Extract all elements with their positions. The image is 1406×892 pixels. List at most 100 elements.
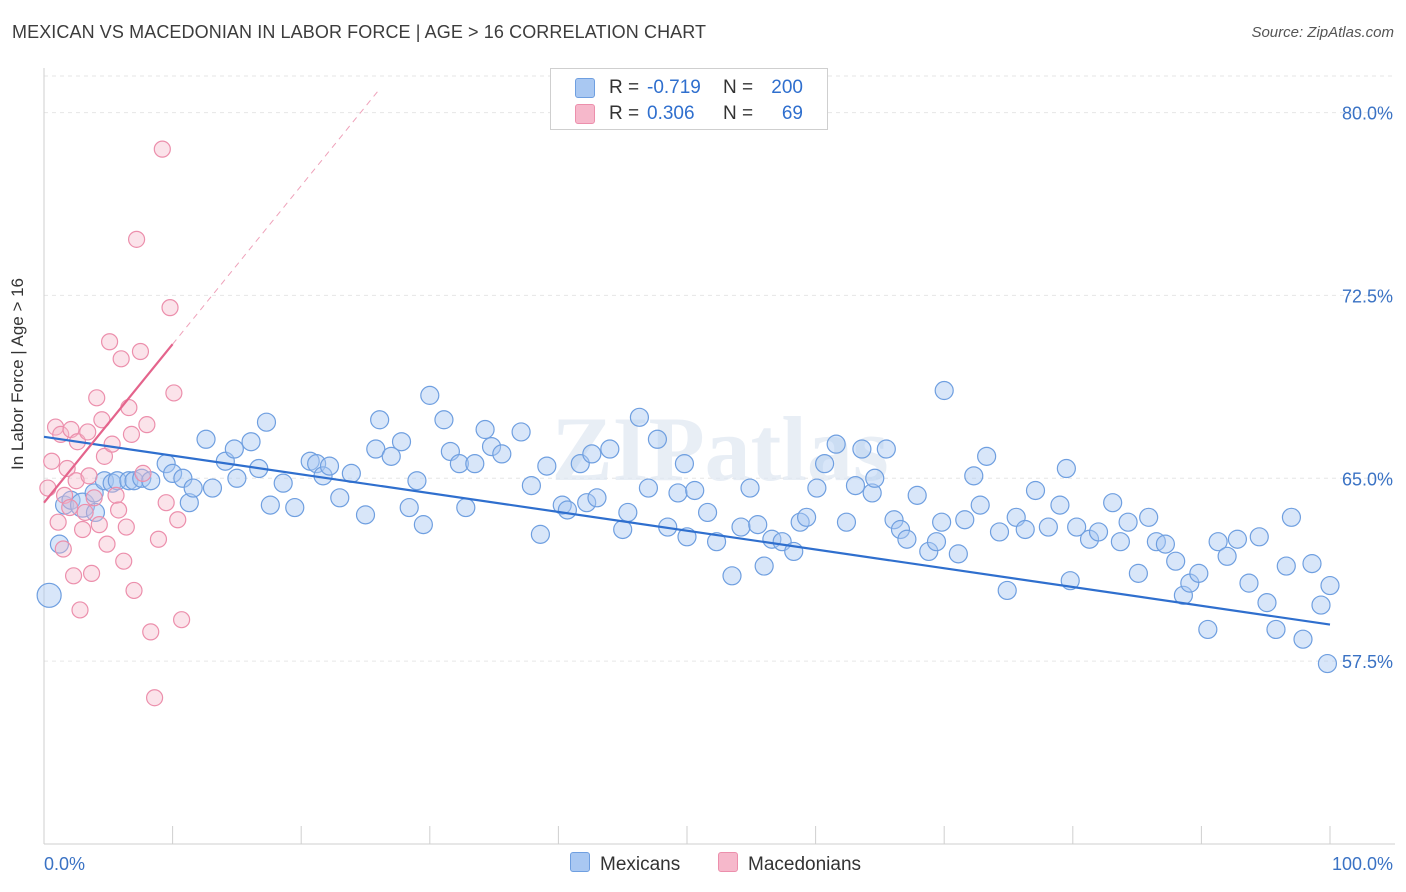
data-point-mexicans	[582, 444, 602, 464]
correlation-legend: R = -0.719 N = 200 R = 0.306 N = 69	[550, 68, 828, 130]
data-point-mexicans	[1320, 575, 1340, 596]
data-point-macedonians	[64, 567, 83, 585]
data-point-mexicans	[845, 476, 866, 496]
source-label: Source: ZipAtlas.com	[1251, 24, 1394, 41]
data-point-mexicans	[84, 483, 104, 503]
data-point-macedonians	[122, 425, 141, 443]
data-point-macedonians	[95, 447, 114, 465]
data-point-mexicans	[1311, 595, 1331, 615]
data-point-mexicans	[932, 512, 952, 532]
data-point-mexicans	[530, 524, 550, 544]
data-point-mexicans	[865, 468, 885, 488]
data-point-mexicans	[1173, 585, 1193, 605]
data-point-macedonians	[71, 601, 89, 619]
data-point-mexicans	[1056, 458, 1076, 479]
data-point-macedonians	[103, 435, 121, 453]
trend-line-macedonians	[43, 343, 174, 504]
data-point-mexicans	[997, 580, 1017, 601]
data-point-macedonians	[90, 516, 108, 534]
legend-label-mexicans: Mexicans	[600, 854, 681, 875]
legend-row-macedonians: R = 0.306 N = 69	[551, 101, 827, 127]
data-point-mexicans	[852, 439, 872, 459]
data-point-mexicans	[173, 468, 193, 488]
legend-n-label: N =	[723, 103, 754, 124]
data-point-mexicans	[456, 497, 476, 518]
data-point-mexicans	[668, 483, 688, 503]
data-point-mexicans	[807, 478, 827, 498]
data-point-mexicans	[884, 510, 904, 530]
data-point-macedonians	[173, 611, 191, 629]
data-point-macedonians	[138, 416, 156, 434]
data-point-mexicans	[1217, 546, 1237, 566]
data-point-mexicans	[706, 532, 727, 552]
data-point-mexicans	[475, 419, 495, 440]
data-point-mexicans	[370, 410, 390, 430]
x-tick-label: 100.0%	[1332, 854, 1393, 874]
data-point-macedonians	[82, 564, 101, 582]
data-point-mexicans	[897, 529, 917, 549]
data-point-mexicans	[1088, 522, 1109, 542]
y-tick-label: 57.5%	[1342, 652, 1393, 672]
data-point-macedonians	[112, 350, 130, 368]
data-point-mexicans	[1166, 551, 1186, 571]
axes	[43, 68, 1395, 845]
data-point-mexicans	[1118, 512, 1138, 532]
watermark: ZIPatlas	[551, 398, 888, 500]
data-point-macedonians	[120, 398, 138, 417]
data-point-macedonians	[161, 299, 179, 317]
legend-item-macedonians[interactable]: Macedonians	[718, 852, 861, 876]
data-point-mexicans	[202, 478, 223, 498]
y-tick-label: 72.5%	[1342, 286, 1393, 306]
data-point-mexicans	[399, 497, 419, 518]
data-point-mexicans	[391, 432, 412, 452]
data-point-mexicans	[1293, 629, 1313, 649]
data-point-mexicans	[319, 456, 340, 476]
data-point-macedonians	[67, 472, 85, 490]
data-point-mexicans	[1015, 519, 1035, 540]
data-point-macedonians	[145, 689, 164, 707]
data-point-mexicans	[420, 385, 440, 405]
data-point-mexicans	[196, 429, 216, 449]
data-point-mexicans	[256, 412, 277, 432]
data-point-mexicans	[1038, 517, 1058, 537]
data-point-macedonians	[115, 552, 133, 570]
data-point-macedonians	[79, 423, 97, 441]
data-point-mexicans	[1266, 619, 1286, 640]
data-point-mexicans	[934, 380, 954, 401]
data-point-macedonians	[107, 486, 125, 504]
data-point-mexicans	[754, 556, 774, 576]
data-point-mexicans	[919, 541, 939, 562]
data-point-mexicans	[1067, 517, 1087, 537]
data-point-macedonians	[54, 540, 72, 558]
series-macedonians	[39, 140, 191, 707]
data-point-mexicans	[926, 532, 947, 552]
data-point-mexicans	[629, 407, 650, 427]
legend-r-label: R =	[609, 77, 640, 98]
data-point-mexicans	[407, 471, 427, 491]
legend-item-mexicans[interactable]: Mexicans	[570, 852, 680, 876]
data-point-macedonians	[125, 581, 143, 600]
data-point-mexicans	[1110, 532, 1130, 552]
data-point-mexicans	[227, 468, 247, 488]
data-point-mexicans	[890, 519, 911, 540]
data-point-mexicans	[1239, 573, 1259, 593]
data-point-mexicans	[697, 502, 718, 523]
data-point-mexicans	[1281, 507, 1302, 527]
data-point-macedonians	[153, 140, 171, 158]
data-point-mexicans	[465, 454, 485, 474]
data-point-macedonians	[117, 518, 135, 536]
data-point-mexicans	[511, 422, 531, 442]
tick-labels: 57.5% 65.0% 72.5% 80.0% 0.0% 100.0%	[44, 104, 1393, 874]
data-point-mexicans	[907, 485, 927, 505]
data-point-mexicans	[600, 439, 620, 459]
data-point-mexicans	[955, 510, 975, 530]
legend-swatch-pink	[575, 104, 595, 124]
chart-title: MEXICAN VS MACEDONIAN IN LABOR FORCE | A…	[12, 22, 707, 42]
data-point-macedonians	[88, 389, 106, 407]
data-point-mexicans	[1198, 619, 1218, 640]
data-point-mexicans	[366, 439, 386, 459]
data-point-macedonians	[165, 384, 183, 402]
data-point-mexicans	[862, 483, 882, 503]
data-point-mexicans	[330, 488, 350, 508]
x-tick-label: 0.0%	[44, 854, 85, 874]
